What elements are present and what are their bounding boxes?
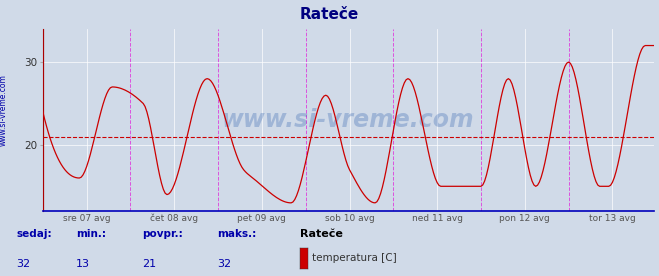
Text: Rateče: Rateče — [300, 229, 343, 239]
Text: 13: 13 — [76, 259, 90, 269]
Text: 32: 32 — [217, 259, 231, 269]
Text: www.si-vreme.com: www.si-vreme.com — [222, 108, 475, 132]
Text: povpr.:: povpr.: — [142, 229, 183, 239]
Text: sedaj:: sedaj: — [16, 229, 52, 239]
Text: 32: 32 — [16, 259, 30, 269]
Text: min.:: min.: — [76, 229, 106, 239]
Text: 21: 21 — [142, 259, 156, 269]
Text: temperatura [C]: temperatura [C] — [312, 253, 397, 263]
Text: www.si-vreme.com: www.si-vreme.com — [0, 75, 8, 146]
Text: Rateče: Rateče — [300, 7, 359, 22]
Text: maks.:: maks.: — [217, 229, 257, 239]
